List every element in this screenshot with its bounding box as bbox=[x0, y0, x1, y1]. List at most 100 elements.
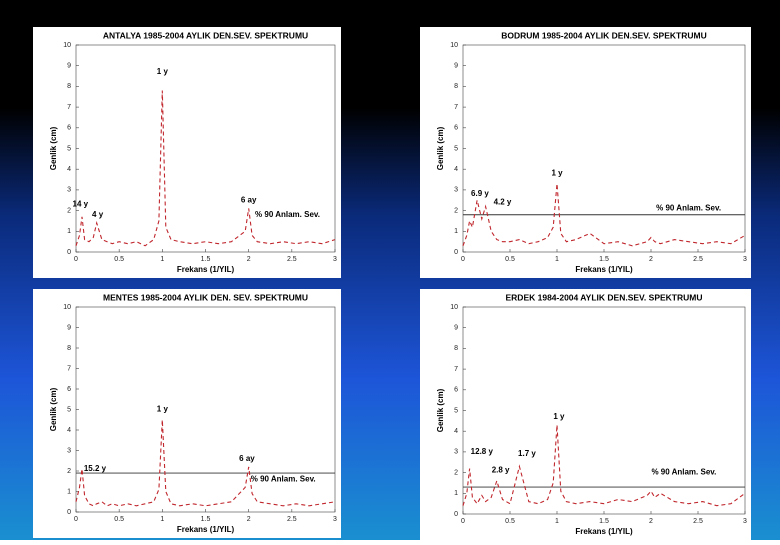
x-tick-label: 3 bbox=[743, 518, 747, 525]
panel-background bbox=[420, 27, 751, 278]
y-tick-label: 4 bbox=[67, 427, 71, 434]
y-tick-label: 4 bbox=[454, 166, 458, 173]
x-tick-label: 1.5 bbox=[599, 256, 609, 263]
y-tick-label: 3 bbox=[454, 449, 458, 456]
y-tick-label: 9 bbox=[454, 63, 458, 70]
x-tick-label: 2.5 bbox=[287, 256, 297, 263]
y-tick-label: 2 bbox=[67, 468, 71, 475]
y-tick-label: 0 bbox=[454, 249, 458, 256]
y-tick-label: 0 bbox=[67, 249, 71, 256]
annotation: 6.9 y bbox=[471, 189, 489, 198]
y-tick-label: 3 bbox=[454, 187, 458, 194]
x-tick-label: 3 bbox=[333, 256, 337, 263]
y-tick-label: 5 bbox=[67, 145, 71, 152]
y-tick-label: 2 bbox=[67, 207, 71, 214]
y-tick-label: 6 bbox=[454, 387, 458, 394]
y-tick-label: 2 bbox=[454, 469, 458, 476]
x-axis-label: Frekans (1/YIL) bbox=[575, 265, 633, 274]
x-tick-label: 0 bbox=[461, 256, 465, 263]
chart-title: ANTALYA 1985-2004 AYLIK DEN.SEV. SPEKTRU… bbox=[103, 30, 308, 40]
y-tick-label: 5 bbox=[67, 406, 71, 413]
annotation: 6 ay bbox=[239, 454, 255, 463]
annotation: 14 y bbox=[73, 199, 89, 208]
y-tick-label: 8 bbox=[67, 345, 71, 352]
annotation: 1 y bbox=[553, 412, 565, 421]
y-tick-label: 9 bbox=[67, 324, 71, 331]
y-tick-label: 8 bbox=[454, 83, 458, 90]
x-tick-label: 2 bbox=[649, 518, 653, 525]
y-tick-label: 0 bbox=[454, 511, 458, 518]
annotation: % 90 Anlam. Sev. bbox=[651, 468, 716, 477]
y-tick-label: 3 bbox=[67, 447, 71, 454]
annotation: % 90 Anlam. Sev. bbox=[251, 474, 316, 483]
chart-panel: ANTALYA 1985-2004 AYLIK DEN.SEV. SPEKTRU… bbox=[33, 27, 341, 278]
x-tick-label: 0.5 bbox=[114, 256, 124, 263]
y-tick-label: 4 bbox=[454, 428, 458, 435]
y-tick-label: 6 bbox=[67, 125, 71, 132]
x-tick-label: 1.5 bbox=[599, 518, 609, 525]
y-tick-label: 7 bbox=[454, 366, 458, 373]
y-tick-label: 10 bbox=[63, 304, 71, 311]
x-tick-label: 1 bbox=[555, 256, 559, 263]
y-tick-label: 10 bbox=[63, 42, 71, 49]
annotation: 15.2 y bbox=[84, 464, 107, 473]
x-axis-label: Frekans (1/YIL) bbox=[575, 527, 633, 536]
x-tick-label: 3 bbox=[743, 256, 747, 263]
spectrum-line bbox=[75, 90, 336, 247]
x-tick-label: 0 bbox=[74, 256, 78, 263]
y-axis-label: Genlik (cm) bbox=[436, 388, 445, 432]
y-tick-label: 5 bbox=[454, 145, 458, 152]
y-tick-label: 4 bbox=[67, 166, 71, 173]
annotation: 4.2 y bbox=[494, 197, 512, 206]
x-tick-label: 1 bbox=[160, 516, 164, 523]
x-tick-label: 0.5 bbox=[114, 516, 124, 523]
annotation: 1 y bbox=[157, 405, 169, 414]
y-tick-label: 1 bbox=[67, 488, 71, 495]
y-tick-label: 9 bbox=[67, 63, 71, 70]
x-tick-label: 3 bbox=[333, 516, 337, 523]
chart-panel: MENTES 1985-2004 AYLIK DEN. SEV. SPEKTRU… bbox=[33, 289, 341, 538]
x-tick-label: 1.5 bbox=[201, 256, 211, 263]
x-tick-label: 2.5 bbox=[693, 256, 703, 263]
y-tick-label: 1 bbox=[67, 228, 71, 235]
y-tick-label: 7 bbox=[67, 365, 71, 372]
y-axis-label: Genlik (cm) bbox=[436, 126, 445, 170]
x-tick-label: 1 bbox=[160, 256, 164, 263]
annotation: 2.8 y bbox=[492, 466, 510, 475]
panel-background bbox=[420, 289, 751, 540]
y-axis-label: Genlik (cm) bbox=[49, 126, 58, 170]
x-tick-label: 1.5 bbox=[201, 516, 211, 523]
annotation: 12.8 y bbox=[471, 447, 494, 456]
chart-title: MENTES 1985-2004 AYLIK DEN. SEV. SPEKTRU… bbox=[103, 292, 308, 302]
y-tick-label: 5 bbox=[454, 407, 458, 414]
panel-background bbox=[33, 289, 341, 538]
spectrum-line bbox=[462, 424, 746, 507]
chart-title: ERDEK 1984-2004 AYLIK DEN.SEV. SPEKTRUMU bbox=[506, 292, 703, 302]
x-tick-label: 2.5 bbox=[287, 516, 297, 523]
y-tick-label: 9 bbox=[454, 325, 458, 332]
x-tick-label: 0 bbox=[461, 518, 465, 525]
y-tick-label: 7 bbox=[454, 104, 458, 111]
annotation: 6 ay bbox=[241, 195, 257, 204]
annotation: 1 y bbox=[551, 168, 563, 177]
x-tick-label: 0.5 bbox=[505, 518, 515, 525]
panel-background bbox=[33, 27, 341, 278]
y-axis-label: Genlik (cm) bbox=[49, 387, 58, 431]
y-tick-label: 2 bbox=[454, 207, 458, 214]
annotation: 1.7 y bbox=[518, 449, 536, 458]
spectrum-line bbox=[462, 183, 746, 247]
annotation: 1 y bbox=[157, 67, 169, 76]
y-tick-label: 10 bbox=[450, 304, 458, 311]
y-tick-label: 6 bbox=[67, 386, 71, 393]
chart-panel: ERDEK 1984-2004 AYLIK DEN.SEV. SPEKTRUMU… bbox=[420, 289, 751, 540]
chart-panel: BODRUM 1985-2004 AYLIK DEN.SEV. SPEKTRUM… bbox=[420, 27, 751, 278]
y-tick-label: 3 bbox=[67, 187, 71, 194]
y-tick-label: 8 bbox=[67, 83, 71, 90]
annotation: % 90 Anlam. Sev. bbox=[255, 210, 320, 219]
x-axis-label: Frekans (1/YIL) bbox=[177, 525, 235, 534]
y-tick-label: 0 bbox=[67, 509, 71, 516]
y-tick-label: 6 bbox=[454, 125, 458, 132]
annotation: 4 y bbox=[92, 210, 104, 219]
